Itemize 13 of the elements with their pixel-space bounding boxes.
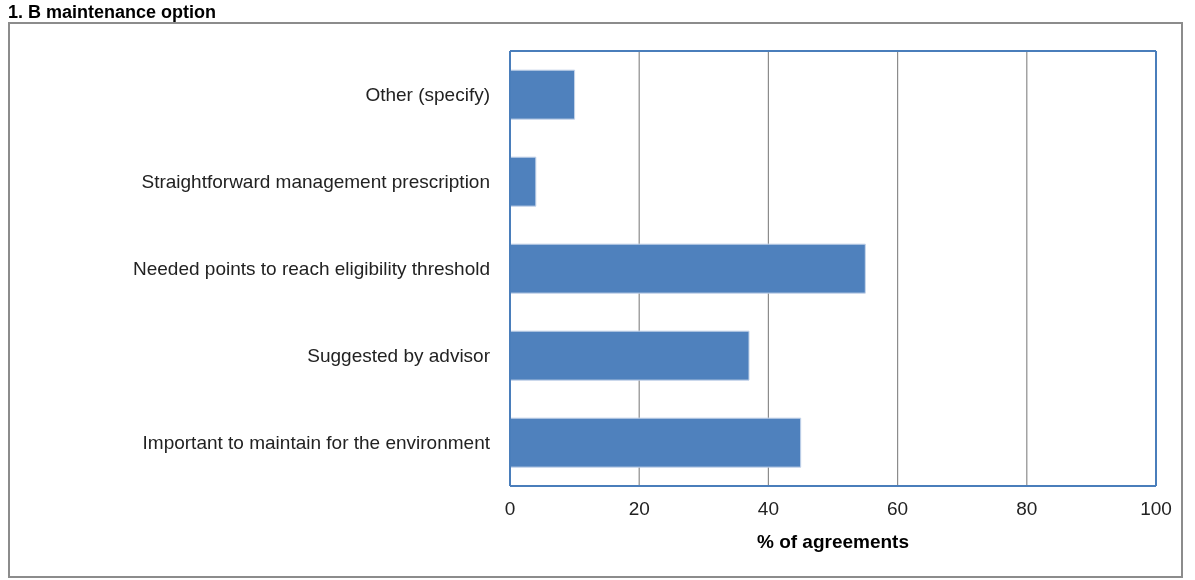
x-tick-label: 0: [504, 498, 516, 520]
y-tick-label: Suggested by advisor: [307, 345, 491, 367]
x-tick-label: 40: [757, 498, 779, 520]
y-tick-label: Straightforward management prescription: [141, 171, 490, 193]
y-tick-label: Important to maintain for the environment: [142, 432, 491, 454]
text: 1. B maintenance option: [8, 2, 218, 22]
y-tick-label: Needed points to reach eligibility threshold: [133, 258, 490, 280]
x-tick-label: 20: [628, 498, 650, 520]
y-tick-label: Other (specify): [365, 84, 490, 106]
x-axis-title: % of agreements: [756, 531, 910, 552]
x-tick-label: 100: [1140, 498, 1172, 520]
x-tick-label: 60: [887, 498, 909, 520]
x-tick-label: 80: [1016, 498, 1038, 520]
